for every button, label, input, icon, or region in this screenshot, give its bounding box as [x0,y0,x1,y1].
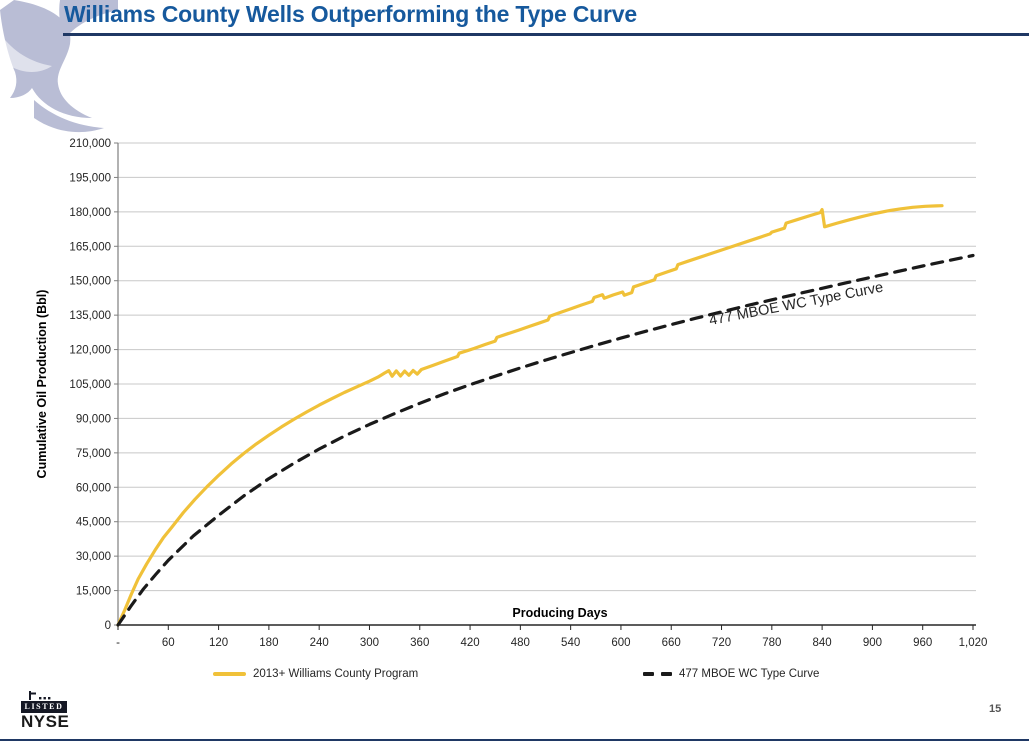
x-tick-label: - [116,637,120,649]
page-number: 15 [989,703,1002,715]
y-tick-label: 15,000 [76,586,111,598]
legend-label: 477 MBOE WC Type Curve [679,668,820,680]
series-477-mboe-wc-type-curve [116,253,975,627]
page-title: Williams County Wells Outperforming the … [64,1,637,27]
legend-item-williams-county-program: 2013+ Williams County Program [213,666,418,682]
program-line-swatch [213,672,246,676]
x-axis-title: Producing Days [512,606,607,620]
x-tick-label: 360 [410,637,429,649]
y-tick-label: 210,000 [69,138,111,150]
x-tick-label: 480 [511,637,530,649]
y-tick-label: 195,000 [69,172,111,184]
nyse-wordmark: NYSE [21,712,70,731]
x-tick-label: 660 [662,637,681,649]
legend-label: 2013+ Williams County Program [253,668,419,680]
y-tick-label: 60,000 [76,482,111,494]
x-tick-label: 120 [209,637,228,649]
x-tick-label: 300 [360,637,379,649]
x-tick-label: 600 [611,637,630,649]
x-tick-label: 1,020 [959,637,988,649]
nyse-check-icon [29,691,51,700]
listed-badge: LISTED [21,701,67,713]
y-tick-label: 90,000 [76,413,111,425]
x-tick-label: 780 [762,637,781,649]
x-tick-label: 540 [561,637,580,649]
y-tick-label: 120,000 [69,345,111,357]
footer-rule [0,739,1029,741]
y-tick-label: 150,000 [69,276,111,288]
x-tick-label: 900 [863,637,882,649]
x-tick-label: 180 [259,637,278,649]
y-tick-label: 45,000 [76,517,111,529]
x-tick-label: 720 [712,637,731,649]
eagle-logo-watermark [0,0,118,133]
y-tick-label: 135,000 [69,310,111,322]
legend-item-type-curve: 477 MBOE WC Type Curve [643,666,819,682]
y-tick-label: 180,000 [69,207,111,219]
x-tick-label: 60 [162,637,175,649]
x-tick-label: 240 [310,637,329,649]
type-curve-annotation: 477 MBOE WC Type Curve [708,280,885,329]
y-tick-label: 165,000 [69,241,111,253]
y-tick-label: 75,000 [76,448,111,460]
nyse-listed-logo: LISTED NYSE [21,691,77,730]
type-curve-swatch [643,672,672,676]
x-tick-label: 960 [913,637,932,649]
y-axis-title: Cumulative Oil Production (Bbl) [35,290,49,479]
x-tick-label: 840 [813,637,832,649]
title-underline [63,33,1029,36]
y-tick-label: 105,000 [69,379,111,391]
y-tick-label: 0 [105,620,111,632]
x-tick-label: 420 [460,637,479,649]
series-2013-williams-county-program [116,204,944,627]
y-tick-label: 30,000 [76,551,111,563]
